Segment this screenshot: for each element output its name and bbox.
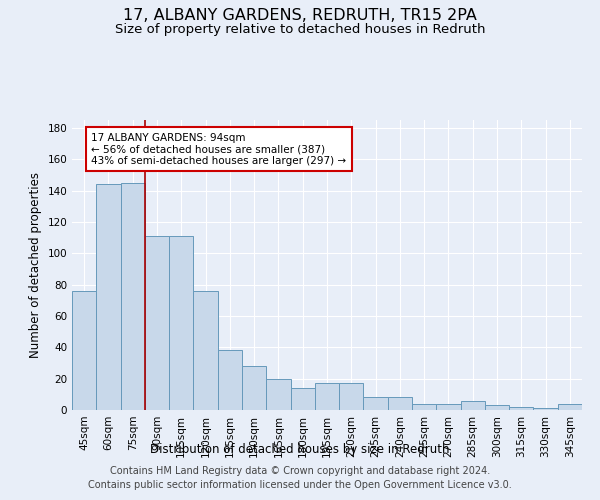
Text: Distribution of detached houses by size in Redruth: Distribution of detached houses by size … bbox=[150, 444, 450, 456]
Bar bbox=[169, 236, 193, 410]
Bar bbox=[218, 350, 242, 410]
Bar bbox=[315, 384, 339, 410]
Bar bbox=[558, 404, 582, 410]
Bar bbox=[533, 408, 558, 410]
Bar bbox=[145, 236, 169, 410]
Bar bbox=[436, 404, 461, 410]
Text: Size of property relative to detached houses in Redruth: Size of property relative to detached ho… bbox=[115, 22, 485, 36]
Y-axis label: Number of detached properties: Number of detached properties bbox=[29, 172, 42, 358]
Bar bbox=[290, 388, 315, 410]
Bar bbox=[121, 182, 145, 410]
Bar bbox=[339, 384, 364, 410]
Text: 17, ALBANY GARDENS, REDRUTH, TR15 2PA: 17, ALBANY GARDENS, REDRUTH, TR15 2PA bbox=[123, 8, 477, 22]
Bar bbox=[72, 291, 96, 410]
Text: Contains HM Land Registry data © Crown copyright and database right 2024.
Contai: Contains HM Land Registry data © Crown c… bbox=[88, 466, 512, 490]
Bar bbox=[412, 404, 436, 410]
Text: 17 ALBANY GARDENS: 94sqm
← 56% of detached houses are smaller (387)
43% of semi-: 17 ALBANY GARDENS: 94sqm ← 56% of detach… bbox=[91, 132, 347, 166]
Bar bbox=[266, 378, 290, 410]
Bar bbox=[461, 400, 485, 410]
Bar bbox=[364, 398, 388, 410]
Bar bbox=[509, 407, 533, 410]
Bar bbox=[388, 398, 412, 410]
Bar bbox=[485, 406, 509, 410]
Bar bbox=[242, 366, 266, 410]
Bar bbox=[96, 184, 121, 410]
Bar bbox=[193, 291, 218, 410]
